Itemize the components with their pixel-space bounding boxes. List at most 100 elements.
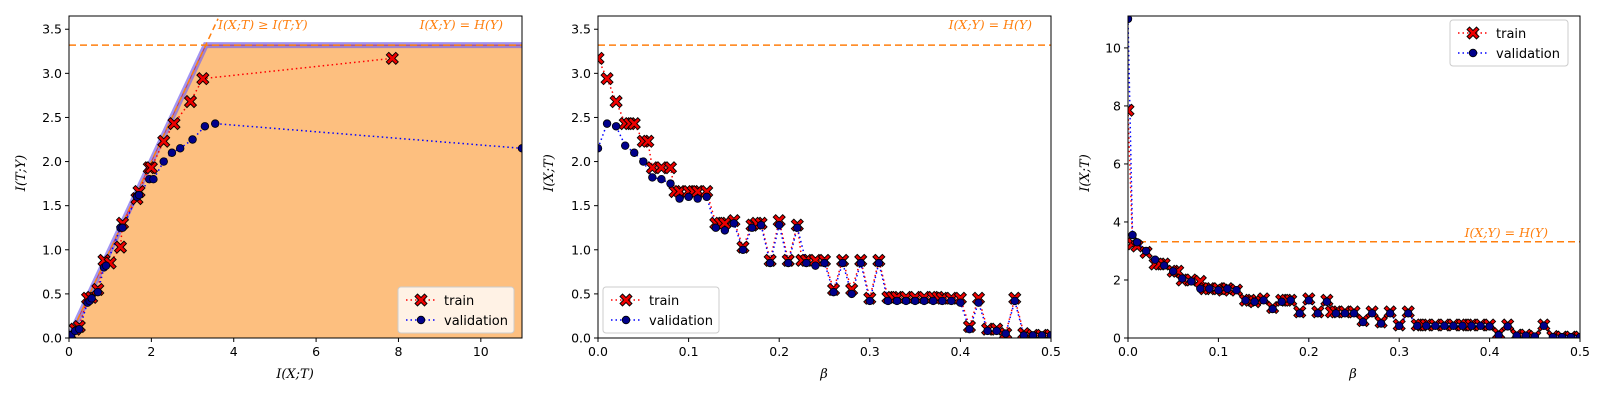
validation-point [1313, 309, 1323, 318]
validation-point [865, 296, 874, 306]
panel-3: 0.0 0.1 0.2 0.3 0.4 0.5 0 2 4 6 8 10 β I(X;T) I(X;Y… [1078, 15, 1590, 382]
validation-point [1223, 284, 1232, 293]
legend-3: train validation [1449, 19, 1569, 67]
validation-point [856, 258, 865, 268]
train-point [1128, 103, 1135, 117]
y-tick-label: 2.0 [571, 154, 591, 169]
validation-point [983, 326, 992, 336]
validation-point [965, 324, 974, 334]
validation-point [802, 258, 811, 268]
validation-point [1150, 255, 1160, 264]
validation-point [892, 296, 902, 306]
y-tick-label: 2.0 [42, 154, 62, 169]
validation-point [1178, 274, 1187, 283]
axes-frame [68, 15, 523, 339]
y-tick-label: 1.0 [571, 242, 591, 257]
validation-point [1530, 332, 1539, 338]
validation-point [684, 192, 693, 202]
y-tick-label: 1.5 [42, 198, 62, 213]
validation-point [1187, 277, 1196, 286]
legend-train-label: train [649, 294, 679, 309]
y-tick-label: 1.0 [42, 242, 62, 257]
validation-point [1449, 321, 1458, 331]
train-point [609, 94, 623, 109]
validation-point [639, 157, 648, 166]
validation-point [666, 179, 675, 188]
validation-point [1557, 332, 1567, 338]
x-tick-label: 0.3 [1389, 344, 1409, 359]
validation-point [1141, 246, 1151, 256]
x-tick-label: 0.0 [1118, 344, 1138, 359]
y-tick-label: 3.5 [571, 22, 591, 37]
validation-point [1521, 331, 1530, 338]
y-tick-label: 2 [1113, 272, 1121, 287]
validation-point [919, 296, 929, 306]
x-axis-label-2: β [819, 367, 828, 382]
x-tick-label: 0.5 [1570, 344, 1590, 359]
y-tick-label: 2.5 [42, 110, 62, 125]
validation-point [1349, 309, 1359, 318]
validation-point [93, 287, 103, 297]
validation-point [1376, 319, 1386, 328]
validation-point [784, 258, 793, 268]
y-tick-label: 0.5 [42, 286, 62, 301]
validation-point [847, 289, 856, 299]
validation-point [1566, 332, 1576, 338]
x-tick-label: 0.2 [769, 344, 789, 359]
validation-point [1548, 332, 1558, 338]
validation-line [1128, 18, 1580, 338]
validation-point [910, 296, 920, 306]
validation-point [793, 223, 802, 232]
plot-content [1128, 16, 1580, 338]
diagonal-bound [69, 18, 219, 338]
train-point [627, 116, 641, 131]
y-tick-label: 0.0 [42, 331, 62, 346]
legend-train-marker [414, 293, 428, 307]
validation-point [1485, 322, 1494, 331]
y-tick-label: 0.5 [571, 286, 591, 301]
train-point [157, 134, 171, 148]
validation-point [602, 119, 612, 128]
panel-1: 0 2 4 6 8 10 0.0 0.5 1.0 1.5 2.0 2.5 3.0 3.5 I(X;T) I… [14, 15, 523, 382]
validation-point [1232, 285, 1241, 295]
validation-point [648, 173, 657, 182]
train-point [144, 161, 158, 175]
y-axis-label-3: I(X;T) [1078, 154, 1093, 193]
validation-point [1128, 230, 1137, 240]
legend-train-label: train [1496, 27, 1526, 42]
validation-point [1159, 261, 1169, 270]
x-tick-label: 0.5 [1041, 344, 1061, 359]
validation-point [1019, 331, 1029, 338]
validation-point [675, 194, 684, 203]
validation-point [711, 223, 720, 232]
validation-point [765, 258, 775, 268]
validation-point [1168, 267, 1178, 276]
validation-point [1413, 321, 1422, 331]
x-tick-label: 0.0 [588, 344, 608, 359]
validation-point [149, 175, 158, 184]
validation-point [1304, 296, 1313, 305]
validation-point [611, 122, 621, 131]
validation-point [938, 296, 947, 306]
train-point [663, 161, 678, 175]
train-point [183, 94, 198, 109]
validation-point [992, 326, 1001, 336]
validation-point [1268, 304, 1277, 314]
validation-point [874, 258, 884, 268]
validation-point [1001, 329, 1010, 338]
validation-point [775, 220, 784, 230]
x-tick-label: 2 [147, 344, 155, 359]
validation-point [1322, 297, 1332, 306]
validation-point [1196, 284, 1205, 293]
validation-point [1404, 309, 1413, 318]
legend-train-label: train [444, 294, 474, 309]
validation-point [974, 298, 983, 307]
validation-point [167, 148, 177, 157]
validation-point [756, 220, 766, 230]
train-point [167, 116, 181, 131]
validation-line [70, 122, 522, 336]
y-tick-label: 1.5 [571, 198, 591, 213]
plot-content [598, 44, 1051, 338]
validation-point [1431, 321, 1440, 331]
